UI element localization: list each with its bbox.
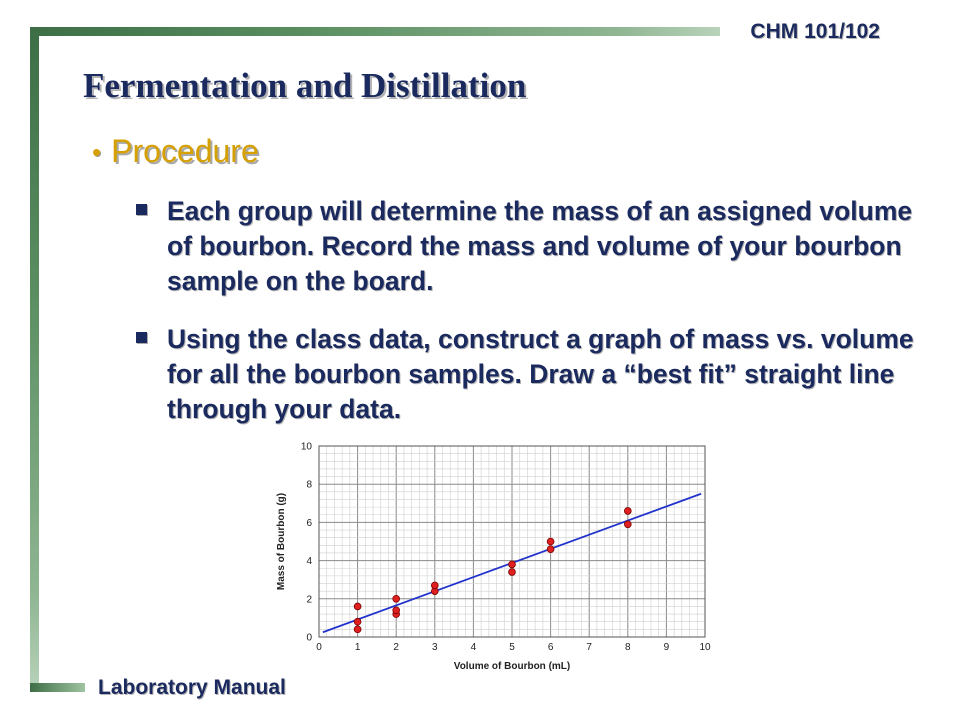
data-point bbox=[431, 581, 439, 590]
y-tick-label: 8 bbox=[306, 480, 312, 491]
bullet-procedure: • Procedure bbox=[92, 133, 259, 170]
top-accent-bar bbox=[30, 27, 720, 36]
y-tick-label: 10 bbox=[301, 442, 313, 453]
data-points bbox=[353, 507, 632, 634]
data-point bbox=[546, 537, 555, 546]
plot-frame bbox=[318, 445, 706, 638]
sub-bullet-1: Each group will determine the mass of an… bbox=[136, 194, 916, 299]
data-point bbox=[353, 625, 362, 634]
data-point bbox=[623, 520, 632, 529]
y-tick-label: 0 bbox=[306, 633, 312, 644]
x-tick-label: 3 bbox=[432, 642, 438, 653]
x-axis-label: Volume of Bourbon (mL) bbox=[454, 661, 570, 672]
y-tick-label: 4 bbox=[306, 556, 312, 567]
y-tick-label: 2 bbox=[306, 594, 312, 605]
y-axis-label: Mass of Bourbon (g) bbox=[276, 493, 287, 590]
square-bullet-icon bbox=[136, 332, 147, 343]
footer-label: Laboratory Manual bbox=[98, 676, 286, 699]
data-point bbox=[508, 560, 516, 569]
sub-bullet-text: Using the class data, construct a graph … bbox=[167, 324, 914, 424]
x-tick-label: 2 bbox=[393, 642, 399, 653]
chart-grid bbox=[318, 445, 706, 638]
data-point bbox=[392, 606, 401, 615]
slide-title: Fermentation and Distillation bbox=[83, 66, 527, 105]
x-tick-label: 9 bbox=[664, 642, 670, 653]
x-tick-label: 4 bbox=[471, 642, 477, 653]
left-accent-bar bbox=[30, 27, 39, 692]
x-tick-label: 0 bbox=[316, 642, 322, 653]
data-point bbox=[353, 602, 362, 611]
data-point bbox=[508, 568, 516, 576]
bullet-label: Procedure bbox=[111, 133, 259, 169]
mass-volume-chart: 0 1 2 3 4 5 6 7 8 9 10 0 2 4 6 8 10 Volume of Bourbon (mL… bbox=[276, 442, 711, 673]
sub-bullet-text: Each group will determine the mass of an… bbox=[167, 196, 913, 296]
bullet-dot-icon: • bbox=[92, 136, 102, 167]
x-tick-label: 8 bbox=[625, 642, 631, 653]
x-tick-label: 7 bbox=[586, 642, 592, 653]
chart-axes bbox=[318, 445, 706, 638]
data-point bbox=[392, 595, 401, 603]
square-bullet-icon bbox=[136, 204, 147, 215]
x-tick-label: 5 bbox=[509, 642, 515, 653]
bottom-accent-bar bbox=[30, 683, 85, 692]
y-tick-label: 6 bbox=[306, 518, 312, 529]
x-tick-label: 10 bbox=[699, 642, 711, 653]
data-point bbox=[353, 617, 362, 626]
sub-bullet-2: Using the class data, construct a graph … bbox=[136, 322, 916, 427]
data-point bbox=[546, 545, 555, 553]
axis-labels: 0 1 2 3 4 5 6 7 8 9 10 0 2 4 6 8 10 Volume of Bourbon (mL… bbox=[276, 442, 711, 673]
data-point bbox=[623, 507, 632, 515]
x-tick-label: 1 bbox=[355, 642, 361, 653]
course-code: CHM 101/102 bbox=[750, 20, 880, 43]
x-tick-label: 6 bbox=[548, 642, 554, 653]
